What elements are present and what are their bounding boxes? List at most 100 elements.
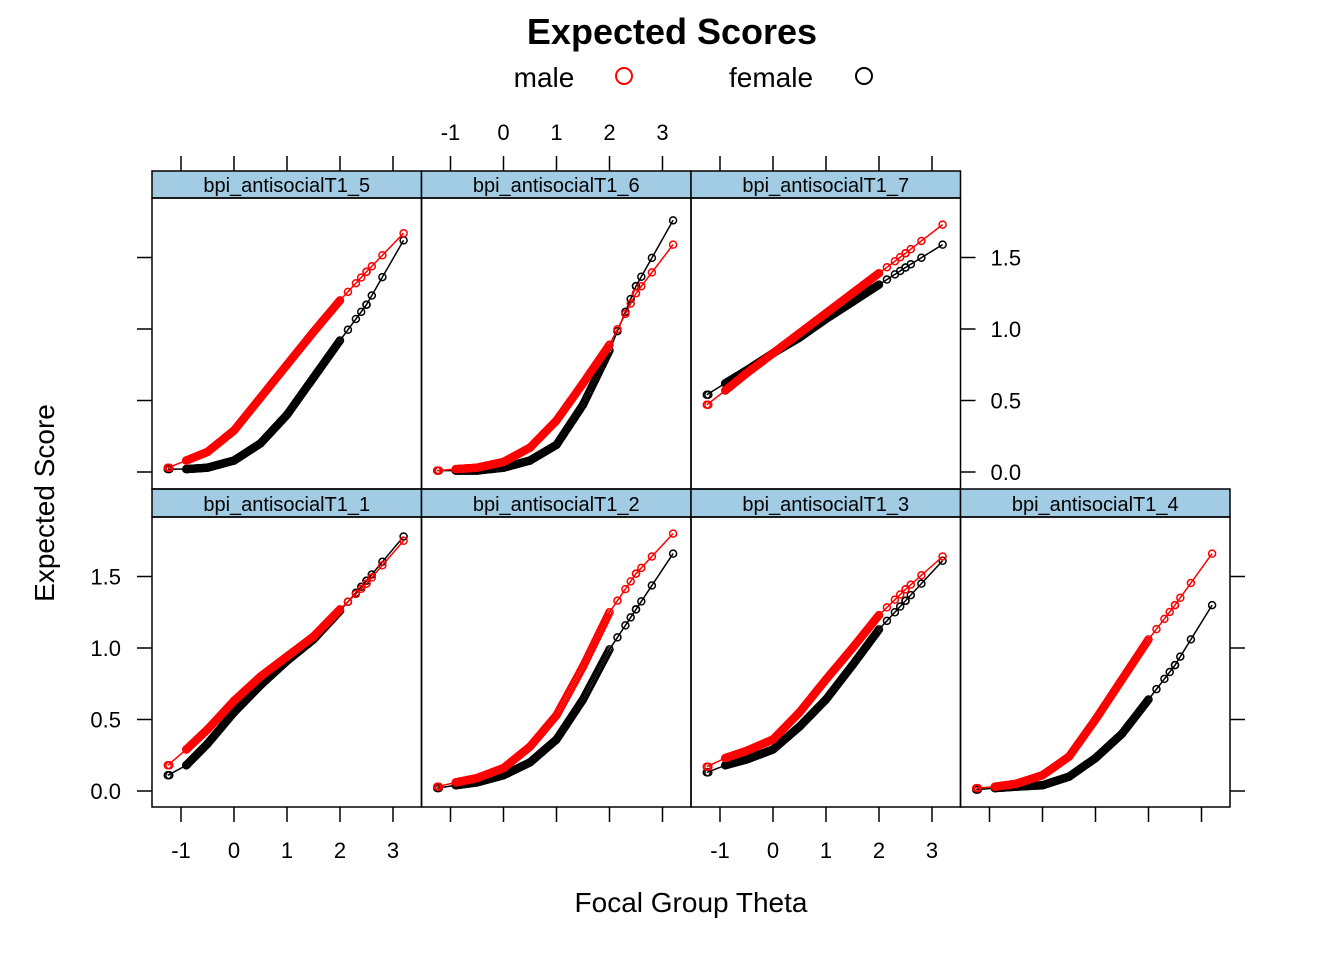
male-point (874, 610, 884, 620)
male-marker (613, 325, 622, 334)
panel-bpi_antisocialT1_7: bpi_antisocialT1_7 (690, 170, 962, 490)
female-marker (1160, 674, 1169, 684)
female-line (437, 553, 674, 789)
male-marker (895, 252, 905, 262)
female-point (704, 390, 713, 400)
female-marker (613, 633, 622, 642)
x-tick-label: 3 (656, 120, 668, 145)
male-marker (873, 612, 883, 621)
male-point (472, 463, 482, 472)
male-point (821, 309, 831, 318)
female-point (525, 758, 535, 767)
female-point (182, 464, 191, 474)
female-point (668, 216, 678, 225)
male-point (668, 529, 678, 538)
male-marker (333, 607, 343, 616)
male-point (795, 329, 804, 338)
male-marker (917, 571, 926, 580)
male-point (631, 569, 641, 578)
male-marker (890, 256, 900, 266)
male-line (706, 555, 944, 768)
male-marker (626, 577, 635, 586)
legend: male female (514, 62, 873, 93)
y-tick-label: 0.5 (90, 708, 121, 733)
female-marker (1165, 667, 1174, 677)
legend-marker-female (855, 67, 873, 85)
female-marker (882, 616, 892, 626)
female-marker (343, 325, 353, 334)
male-point (182, 745, 191, 754)
male-point (451, 464, 461, 474)
male-point (1091, 715, 1100, 724)
male-point (742, 369, 751, 378)
female-point (938, 240, 947, 249)
strip (690, 488, 962, 518)
male-point (362, 579, 371, 588)
female-point (182, 761, 191, 770)
male-point (1117, 675, 1127, 684)
x-tick-label: 1 (550, 120, 562, 145)
female-marker (1176, 652, 1185, 661)
male-point (552, 710, 561, 720)
female-marker (1143, 696, 1152, 706)
strip-label: bpi_antisocialT1_5 (203, 175, 370, 197)
female-marker (647, 581, 657, 590)
female-point (1064, 772, 1074, 781)
male-marker (1176, 593, 1185, 602)
female-point (795, 722, 804, 731)
male-point (901, 248, 910, 258)
male-point (256, 393, 265, 402)
male-marker (1186, 578, 1196, 588)
panel-bpi_antisocialT1_5: bpi_antisocialT1_5 (151, 170, 423, 490)
female-marker (367, 291, 377, 300)
male-point (434, 782, 444, 791)
male-marker (626, 299, 635, 308)
strip-label: bpi_antisocialT1_1 (203, 494, 370, 516)
male-marker (621, 584, 630, 594)
series-group (972, 549, 1217, 794)
female-marker (626, 613, 635, 622)
female-point (578, 400, 588, 410)
female-point (256, 439, 265, 448)
male-point (399, 228, 408, 238)
male-point (335, 605, 345, 614)
strip (151, 488, 423, 518)
male-point (309, 327, 318, 337)
panel-bpi_antisocialT1_1: bpi_antisocialT1_1 (151, 488, 423, 808)
female-point (309, 373, 318, 382)
female-point (704, 768, 713, 777)
male-point (901, 585, 910, 594)
male-point (848, 289, 857, 298)
x-tick-label: 2 (873, 838, 885, 863)
male-point (768, 349, 778, 358)
male-point (704, 400, 713, 410)
male-marker (621, 309, 630, 319)
male-point (203, 447, 212, 457)
female-point (874, 280, 884, 289)
male-point (990, 782, 1000, 791)
strip-label: bpi_antisocialT1_4 (1012, 494, 1179, 516)
female-point (1117, 729, 1127, 739)
female-marker (647, 253, 657, 263)
male-marker (351, 278, 361, 288)
female-point (821, 695, 831, 704)
male-point (973, 783, 983, 793)
male-point (795, 708, 804, 717)
male-point (165, 761, 174, 770)
panel-bpi_antisocialT1_4: bpi_antisocialT1_4 (959, 488, 1231, 808)
male-point (848, 643, 857, 653)
female-point (1170, 660, 1180, 670)
y-tick-label: 1.0 (90, 636, 121, 661)
male-point (721, 386, 730, 395)
series-group (433, 216, 678, 475)
panel-bpi_antisocialT1_2: bpi_antisocialT1_2 (420, 488, 692, 808)
strip-label: bpi_antisocialT1_3 (742, 494, 909, 516)
female-marker (895, 602, 905, 611)
x-tick-label: 0 (497, 120, 509, 145)
male-point (335, 296, 345, 305)
male-point (434, 466, 444, 475)
y-axis-label: Expected Score (29, 404, 60, 602)
male-marker (906, 580, 916, 589)
female-point (742, 755, 751, 764)
y-tick-label: 1.5 (90, 565, 121, 590)
